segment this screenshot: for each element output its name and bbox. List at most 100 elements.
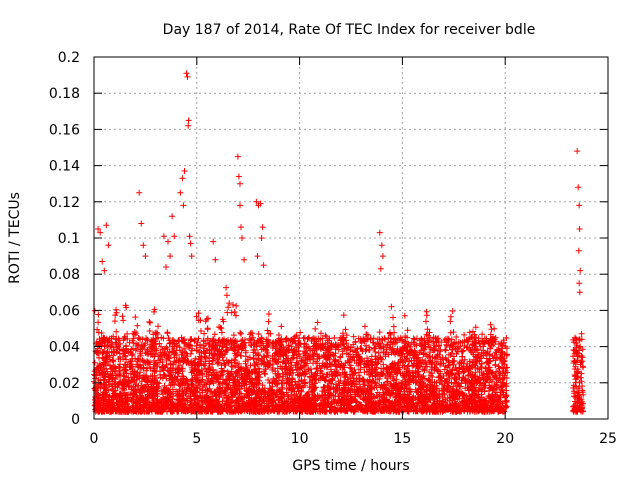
data-point bbox=[213, 356, 220, 362]
data-point bbox=[213, 342, 220, 349]
data-point bbox=[497, 379, 504, 386]
data-point bbox=[109, 399, 115, 405]
data-point bbox=[162, 395, 169, 402]
data-point bbox=[360, 396, 367, 403]
data-point bbox=[174, 373, 181, 380]
data-point bbox=[103, 384, 109, 391]
data-point bbox=[475, 335, 482, 342]
data-point bbox=[217, 385, 224, 392]
data-point bbox=[333, 381, 339, 388]
data-point bbox=[387, 404, 394, 411]
data-point bbox=[298, 357, 305, 364]
data-point bbox=[142, 350, 149, 356]
data-point bbox=[160, 367, 167, 374]
data-point bbox=[213, 375, 220, 382]
data-point bbox=[307, 366, 314, 372]
data-point bbox=[295, 347, 302, 354]
data-point bbox=[176, 344, 183, 351]
data-point bbox=[400, 345, 407, 352]
data-point bbox=[115, 335, 122, 342]
data-point bbox=[201, 382, 208, 389]
data-point bbox=[500, 368, 507, 375]
data-point bbox=[322, 377, 329, 384]
data-point bbox=[147, 365, 154, 372]
data-point bbox=[121, 389, 128, 396]
data-point bbox=[216, 384, 223, 391]
data-point bbox=[441, 391, 448, 398]
data-point bbox=[255, 352, 262, 359]
data-point bbox=[445, 357, 452, 364]
data-point bbox=[137, 352, 144, 359]
data-point bbox=[253, 343, 260, 350]
data-point bbox=[364, 355, 370, 362]
data-point bbox=[152, 346, 159, 353]
data-point bbox=[175, 402, 181, 409]
data-point bbox=[273, 375, 280, 382]
data-point bbox=[380, 361, 387, 368]
data-point bbox=[481, 335, 488, 342]
data-point bbox=[460, 392, 467, 399]
data-point bbox=[216, 336, 223, 343]
data-point bbox=[249, 330, 256, 337]
data-point bbox=[232, 398, 239, 405]
data-point bbox=[194, 378, 201, 385]
data-point bbox=[338, 389, 345, 396]
data-point bbox=[117, 340, 124, 347]
data-point bbox=[307, 408, 314, 415]
data-point bbox=[210, 338, 217, 345]
data-point bbox=[472, 353, 479, 360]
data-point bbox=[404, 408, 411, 414]
data-point bbox=[161, 372, 168, 379]
data-point bbox=[193, 342, 200, 349]
data-point bbox=[168, 391, 174, 398]
data-point bbox=[274, 372, 281, 378]
data-point bbox=[463, 405, 470, 412]
data-point bbox=[112, 368, 119, 375]
data-point bbox=[353, 398, 360, 405]
data-point bbox=[173, 376, 180, 383]
data-point bbox=[434, 368, 441, 375]
data-point bbox=[346, 404, 353, 411]
data-point bbox=[242, 375, 249, 382]
data-point bbox=[188, 369, 195, 376]
data-point bbox=[363, 408, 370, 415]
data-point bbox=[503, 403, 510, 410]
data-point bbox=[333, 344, 340, 351]
data-point bbox=[402, 404, 409, 411]
data-point bbox=[323, 333, 330, 340]
data-point bbox=[269, 339, 276, 346]
data-point bbox=[404, 391, 411, 398]
data-point bbox=[476, 357, 483, 364]
data-point bbox=[297, 370, 304, 377]
data-point bbox=[342, 408, 348, 415]
data-point bbox=[95, 384, 101, 391]
data-point bbox=[142, 384, 149, 390]
data-point bbox=[237, 366, 244, 373]
data-point bbox=[486, 393, 492, 400]
data-point bbox=[436, 339, 442, 345]
data-point bbox=[445, 336, 452, 343]
data-point bbox=[388, 383, 395, 390]
data-point bbox=[161, 364, 168, 371]
data-point bbox=[482, 376, 489, 383]
data-point bbox=[449, 405, 456, 412]
data-point bbox=[283, 335, 290, 342]
data-point bbox=[375, 350, 382, 356]
data-point bbox=[337, 363, 344, 369]
data-point bbox=[492, 357, 499, 364]
data-point bbox=[350, 408, 357, 415]
data-point bbox=[443, 378, 449, 385]
data-point bbox=[495, 346, 502, 353]
data-point bbox=[176, 338, 183, 345]
data-point bbox=[120, 347, 126, 354]
data-point bbox=[415, 395, 422, 402]
data-point bbox=[337, 378, 344, 384]
data-point bbox=[491, 353, 498, 359]
data-point bbox=[98, 402, 105, 409]
data-point bbox=[128, 384, 135, 390]
data-point bbox=[352, 393, 359, 400]
data-point bbox=[390, 365, 397, 371]
data-point bbox=[164, 329, 171, 336]
data-point bbox=[405, 362, 412, 369]
